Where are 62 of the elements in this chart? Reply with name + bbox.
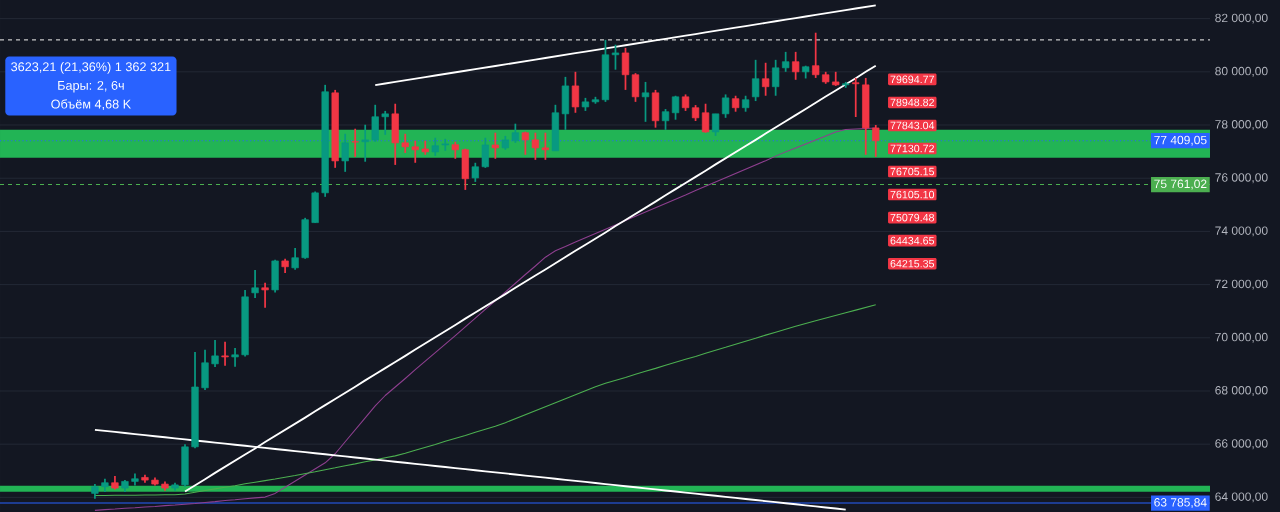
candlestick xyxy=(511,122,520,144)
candlestick xyxy=(872,124,880,158)
candlestick xyxy=(761,61,770,97)
y-tick-label: 82 000,00 xyxy=(1215,13,1268,24)
y-tick-label: 78 000,00 xyxy=(1215,120,1268,130)
candlestick xyxy=(211,339,219,368)
text: 78948.82 xyxy=(890,98,934,107)
y-tick-label: 68 000,00 xyxy=(1215,386,1268,396)
annotation: Объём 4,68 K xyxy=(51,99,131,111)
candlestick xyxy=(341,132,349,173)
candlestick xyxy=(351,127,359,158)
y-tick-label: 74 000,00 xyxy=(1215,226,1268,237)
text: 64434.65 xyxy=(890,236,935,245)
ref-line-label: 75 761,02 xyxy=(1154,179,1207,190)
candlestick xyxy=(792,51,800,81)
candlestick xyxy=(231,347,239,368)
candlestick xyxy=(471,161,479,183)
candlestick xyxy=(721,93,730,119)
y-tick-label: 70 000,00 xyxy=(1215,332,1268,343)
annotation: 3623,21 (21,36%) 1 362 321 xyxy=(11,61,171,74)
candlestick xyxy=(251,269,259,299)
candlestick xyxy=(611,43,620,71)
text: 76705.15 xyxy=(890,167,935,176)
candlestick xyxy=(711,112,720,137)
y-tick-label: 64 000,00 xyxy=(1215,492,1268,503)
candlestick xyxy=(661,108,670,131)
annotation: Бары: 2, 6ч xyxy=(58,80,124,93)
candlestick xyxy=(772,58,780,97)
ref-line-label: 77 409,05 xyxy=(1154,135,1207,146)
candlestick xyxy=(361,123,369,163)
candlestick xyxy=(531,131,540,161)
y-tick-label: 76 000,00 xyxy=(1215,173,1268,184)
candlestick xyxy=(852,77,860,118)
candlestick xyxy=(411,139,419,164)
text: 76105.10 xyxy=(890,190,935,199)
candlestick xyxy=(812,31,820,79)
text: 64215.35 xyxy=(890,259,935,268)
candlestick xyxy=(571,70,580,114)
y-tick-label: 66 000,00 xyxy=(1215,439,1268,450)
candlestick xyxy=(431,136,439,157)
candlestick xyxy=(751,58,760,102)
candlestick xyxy=(381,110,389,136)
candlestick xyxy=(621,47,630,91)
ref-line-label: 63 785,84 xyxy=(1154,498,1207,509)
y-tick-label: 80 000,00 xyxy=(1215,66,1268,77)
candlestick xyxy=(491,131,499,160)
text: 79694.77 xyxy=(890,75,934,84)
candlestick xyxy=(641,81,650,123)
candlestick xyxy=(401,132,409,154)
candlestick xyxy=(221,340,229,367)
candlestick xyxy=(701,102,710,134)
y-tick-label: 72 000,00 xyxy=(1215,279,1268,290)
candlestick xyxy=(481,136,489,169)
candlestick xyxy=(261,281,269,309)
text: 77130.72 xyxy=(890,144,934,153)
candlestick xyxy=(782,51,790,73)
candlestick xyxy=(371,103,379,143)
candlestick xyxy=(631,72,640,103)
text: 75079.48 xyxy=(890,213,935,222)
candlestick xyxy=(541,131,550,161)
candlestick xyxy=(291,247,299,271)
text: 77843.04 xyxy=(890,121,935,130)
